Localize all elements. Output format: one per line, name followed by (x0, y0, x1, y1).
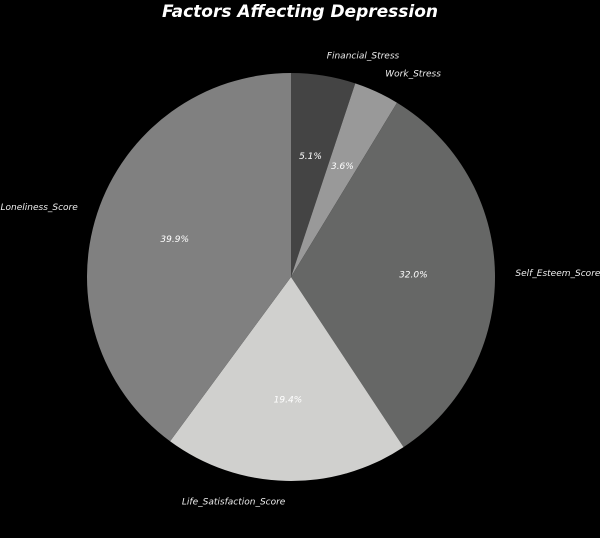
pie-slice-loneliness-score (86, 73, 292, 442)
chart-title: Factors Affecting Depression (161, 2, 439, 22)
pct-label-loneliness-score: 39.9% (160, 235, 189, 245)
pct-label-work-stress: 3.6% (331, 162, 354, 172)
pie-slice-financial-stress (291, 73, 356, 277)
slice-label-loneliness-score: Loneliness_Score (1, 203, 79, 213)
slice-label-life-satisfaction-score: Life_Satisfaction_Score (182, 497, 286, 507)
slice-label-work-stress: Work_Stress (385, 69, 441, 79)
pct-label-life-satisfaction-score: 19.4% (274, 395, 303, 405)
pct-label-self-esteem-score: 32.0% (399, 271, 428, 281)
pie-slice-life-satisfaction-score (170, 277, 404, 482)
pie-slice-work-stress (291, 83, 398, 277)
pct-label-financial-stress: 5.1% (299, 152, 322, 162)
slice-label-self-esteem-score: Self_Esteem_Score (515, 269, 600, 279)
slice-label-financial-stress: Financial_Stress (327, 51, 400, 61)
pie-slice-self-esteem-score (291, 102, 495, 448)
